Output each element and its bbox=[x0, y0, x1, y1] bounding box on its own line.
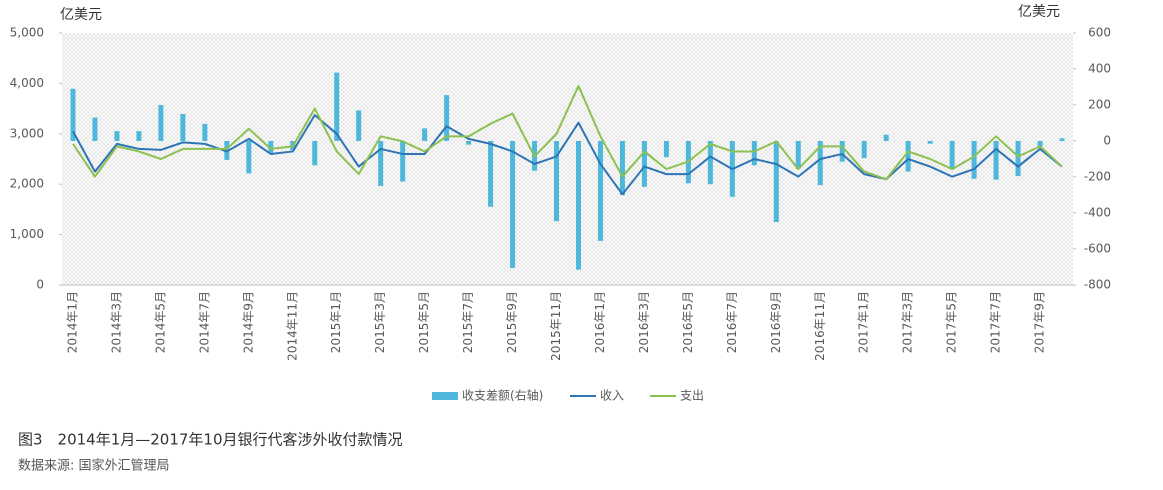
bar bbox=[751, 141, 757, 166]
bar bbox=[1015, 141, 1021, 177]
bar bbox=[817, 141, 823, 186]
bar bbox=[400, 141, 406, 182]
bar bbox=[839, 141, 845, 162]
plot-area bbox=[62, 33, 1073, 285]
bar bbox=[554, 141, 560, 222]
x-tick-label: 2017年1月 bbox=[857, 291, 871, 353]
x-tick-label: 2014年5月 bbox=[153, 291, 167, 353]
x-tick-label: 2017年7月 bbox=[989, 291, 1003, 353]
y2-tick-label: -600 bbox=[1084, 242, 1111, 256]
bar bbox=[575, 141, 581, 270]
y-tick-label: 0 bbox=[36, 278, 44, 292]
bar bbox=[356, 110, 362, 141]
bar bbox=[202, 123, 208, 141]
y-tick-label: 2,000 bbox=[10, 177, 44, 191]
y-tick-label: 4,000 bbox=[10, 76, 44, 90]
caption: 图3 2014年1月—2017年10月银行代客涉外收付款情况 bbox=[18, 431, 403, 449]
y2-axis-title: 亿美元 bbox=[1018, 4, 1060, 20]
bar bbox=[180, 114, 186, 141]
legend-label: 支出 bbox=[680, 389, 704, 403]
y2-tick-label: -400 bbox=[1084, 206, 1111, 220]
y2-tick-label: -200 bbox=[1084, 170, 1111, 184]
bar bbox=[795, 141, 801, 169]
bar bbox=[993, 141, 999, 180]
bar bbox=[1037, 141, 1043, 147]
x-tick-label: 2015年5月 bbox=[417, 291, 431, 353]
legend-label: 收支差额(右轴) bbox=[462, 388, 543, 403]
y2-tick-label: 400 bbox=[1088, 62, 1111, 76]
y-tick-label: 1,000 bbox=[10, 227, 44, 241]
x-tick-label: 2016年7月 bbox=[725, 291, 739, 353]
bar bbox=[663, 141, 669, 158]
bar bbox=[158, 105, 164, 141]
x-tick-label: 2015年3月 bbox=[373, 291, 387, 353]
x-tick-label: 2014年9月 bbox=[241, 291, 255, 353]
bar bbox=[773, 141, 779, 222]
x-tick-label: 2015年7月 bbox=[461, 291, 475, 353]
y2-tick-label: 200 bbox=[1088, 98, 1111, 112]
bar bbox=[136, 131, 142, 141]
x-tick-label: 2016年11月 bbox=[813, 291, 827, 361]
bar bbox=[861, 141, 867, 159]
x-tick-label: 2015年11月 bbox=[549, 291, 563, 361]
bar bbox=[883, 134, 889, 141]
x-tick-label: 2016年3月 bbox=[637, 291, 651, 353]
bar bbox=[619, 141, 625, 195]
y-tick-label: 3,000 bbox=[10, 126, 44, 140]
bar bbox=[905, 141, 911, 172]
line bbox=[72, 84, 1063, 181]
x-tick-label: 2015年9月 bbox=[505, 291, 519, 353]
y2-tick-label: -800 bbox=[1084, 278, 1111, 292]
bar bbox=[641, 141, 647, 187]
bar bbox=[422, 128, 428, 141]
x-tick-label: 2016年9月 bbox=[769, 291, 783, 353]
y2-tick-label: 600 bbox=[1088, 26, 1111, 40]
bar bbox=[334, 72, 340, 141]
legend-swatch bbox=[432, 392, 458, 400]
x-tick-label: 2016年5月 bbox=[681, 291, 695, 353]
y-tick-label: 5,000 bbox=[10, 26, 44, 40]
x-tick-label: 2017年9月 bbox=[1033, 291, 1047, 353]
bar bbox=[268, 141, 274, 153]
bar bbox=[597, 141, 603, 241]
bar bbox=[510, 141, 516, 268]
bar bbox=[949, 141, 955, 168]
bar bbox=[312, 141, 318, 166]
x-tick-label: 2014年3月 bbox=[109, 291, 123, 353]
source: 数据来源: 国家外汇管理局 bbox=[18, 458, 170, 474]
bar bbox=[466, 141, 472, 145]
bar bbox=[707, 141, 713, 185]
y-axis-title: 亿美元 bbox=[60, 7, 102, 23]
y2-tick-label: 0 bbox=[1103, 134, 1111, 148]
x-tick-label: 2014年11月 bbox=[285, 291, 299, 361]
bar bbox=[444, 95, 450, 141]
bar bbox=[927, 141, 933, 144]
bar bbox=[1059, 138, 1065, 141]
x-tick-label: 2016年1月 bbox=[593, 291, 607, 353]
bar bbox=[70, 88, 76, 141]
bar bbox=[246, 141, 252, 174]
x-tick-label: 2017年5月 bbox=[945, 291, 959, 353]
bar bbox=[488, 141, 494, 207]
x-tick-label: 2014年1月 bbox=[65, 291, 79, 353]
legend-label: 收入 bbox=[600, 389, 624, 403]
bar bbox=[971, 141, 977, 179]
bar bbox=[114, 131, 120, 141]
bar bbox=[92, 117, 98, 141]
x-tick-label: 2017年3月 bbox=[901, 291, 915, 353]
line bbox=[72, 114, 1063, 196]
x-tick-label: 2014年7月 bbox=[197, 291, 211, 353]
x-tick-label: 2015年1月 bbox=[329, 291, 343, 353]
bar bbox=[378, 141, 384, 186]
